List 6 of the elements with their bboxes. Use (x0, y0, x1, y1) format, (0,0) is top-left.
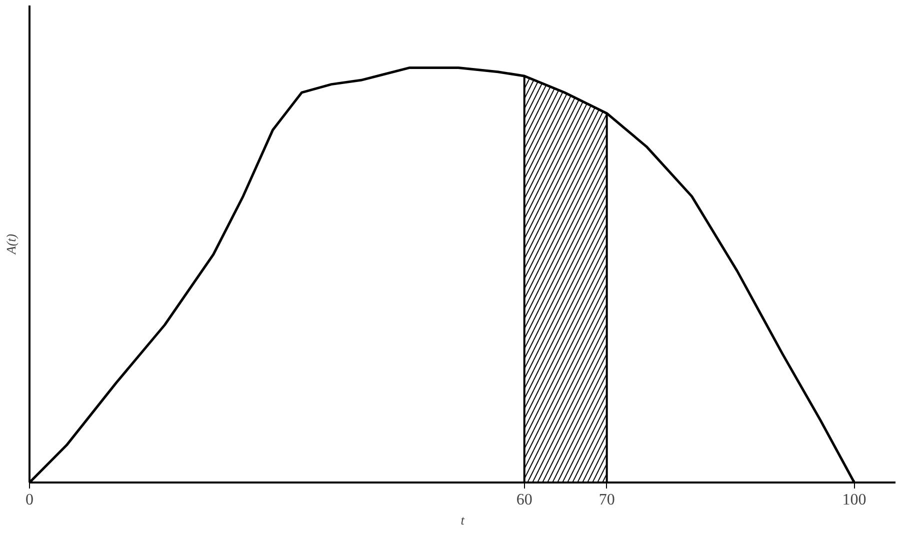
x-axis-title: t (460, 512, 465, 528)
y-axis-title: A(t) (4, 234, 18, 256)
x-tick-label: 0 (26, 492, 34, 508)
x-tick-label: 100 (842, 492, 866, 508)
x-tick-label: 70 (598, 492, 615, 508)
x-tick-label: 60 (516, 492, 532, 508)
